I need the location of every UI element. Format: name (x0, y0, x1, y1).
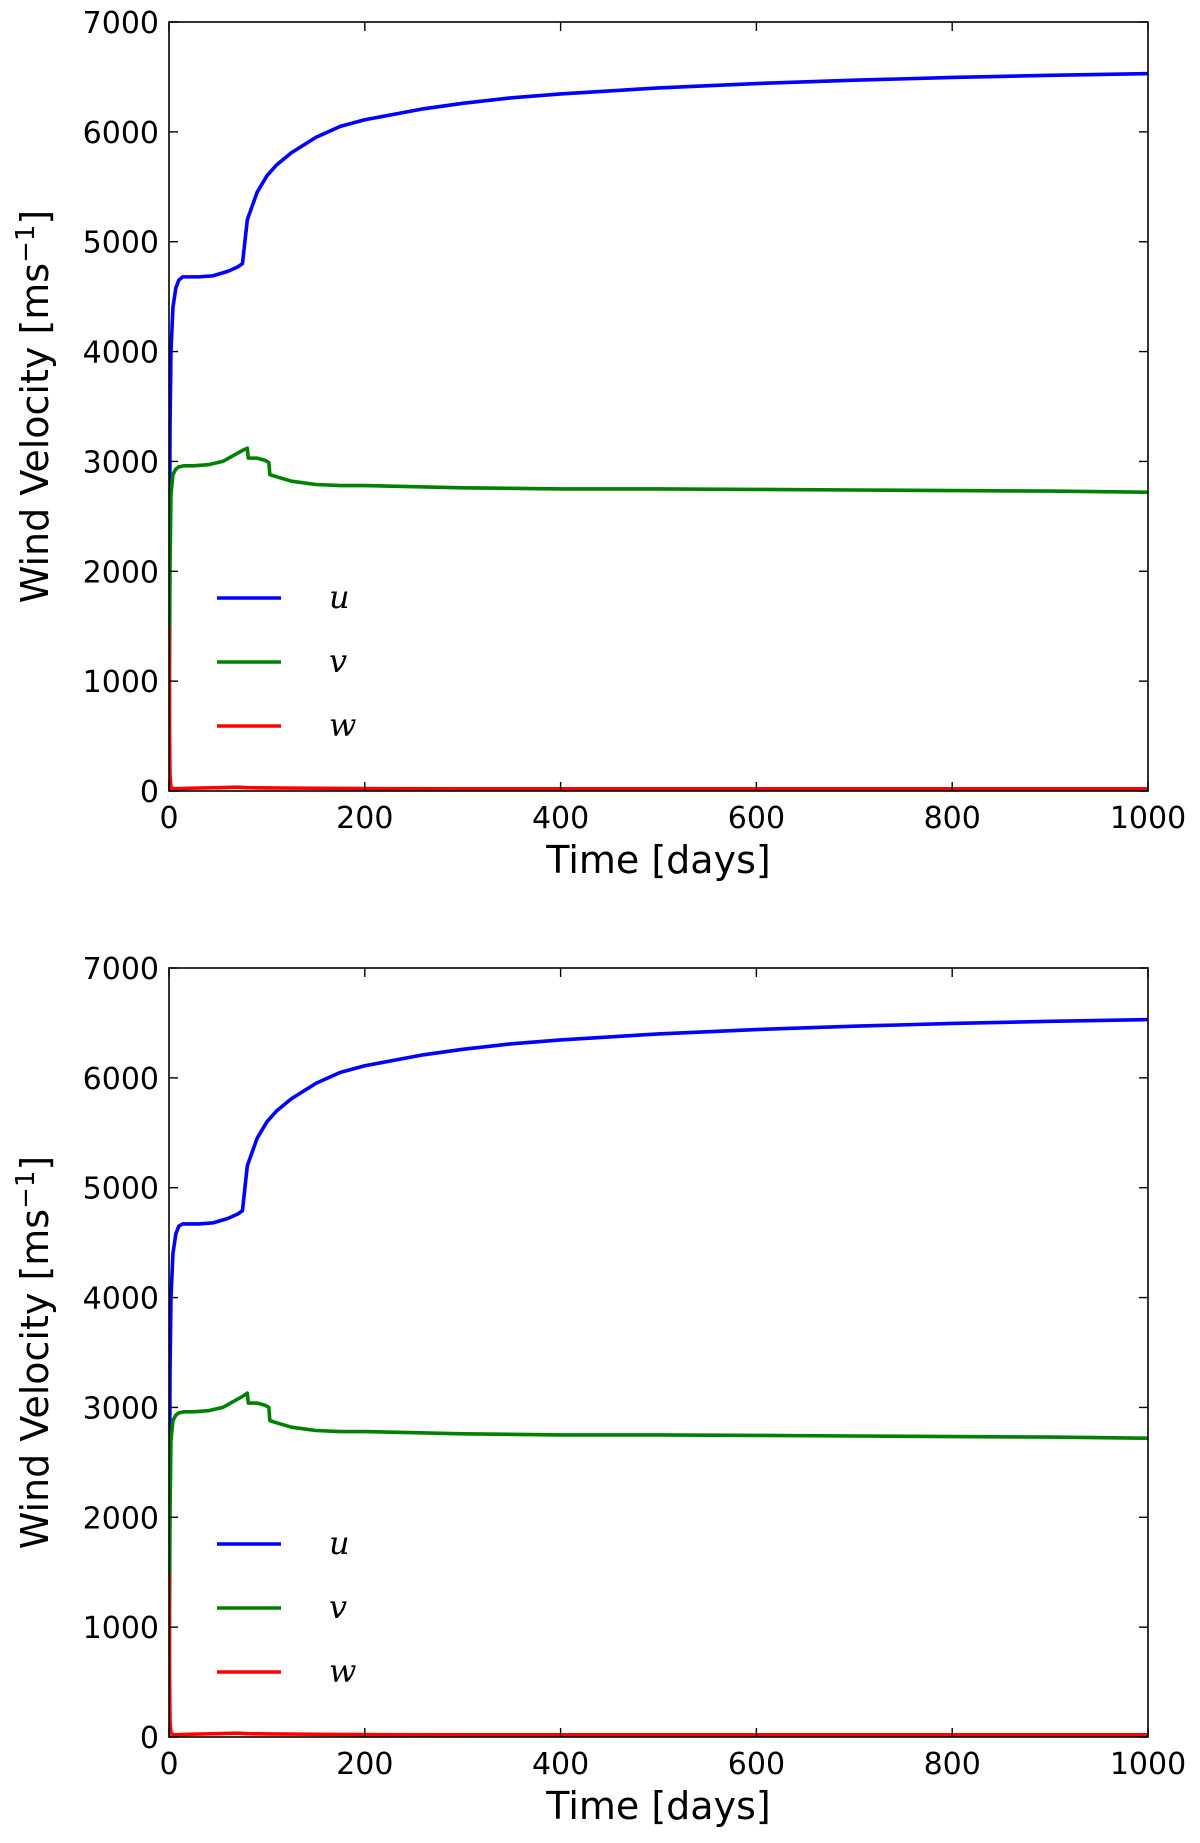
y-axis-title-close: ] (13, 1156, 57, 1171)
x-tick-label: 200 (336, 801, 393, 836)
chart-panel-top: 0 200 400 600 800 1000 0 1000 2000 3000 4000 5000 60… (11, 6, 1186, 882)
y-tick-label: 6000 (83, 1062, 159, 1097)
y-tick-label: 2000 (83, 555, 159, 590)
plot-frame (168, 21, 1149, 792)
legend-label-w: w (329, 1652, 356, 1690)
y-tick-label: 4000 (83, 1282, 159, 1317)
x-tick-label: 600 (728, 1747, 785, 1782)
x-tick-label: 0 (159, 1747, 178, 1782)
x-tick-label: 0 (159, 801, 178, 836)
x-tick-label: 1000 (1110, 1747, 1186, 1782)
legend-label-v: v (329, 642, 347, 680)
y-tick-label: 7000 (83, 6, 159, 41)
y-tick-label: 5000 (83, 1172, 159, 1207)
y-tick-label: 3000 (83, 1391, 159, 1426)
legend-label-v: v (329, 1588, 347, 1626)
plot-frame (168, 967, 1149, 1738)
x-tick-label: 800 (924, 1747, 981, 1782)
y-tick-label: 3000 (83, 445, 159, 480)
y-tick-label: 6000 (83, 116, 159, 151)
y-axis-title-close: ] (13, 210, 57, 225)
series-line-v (169, 1391, 1148, 1737)
legend: uvw (217, 1524, 356, 1690)
legend-label-u: u (329, 578, 350, 616)
x-tick-label: 800 (924, 801, 981, 836)
series-line-u (169, 71, 1148, 791)
x-tick-label: 600 (728, 801, 785, 836)
y-tick-label: 1000 (83, 665, 159, 700)
y-axis-title-main: Wind Velocity [ms (13, 1209, 57, 1549)
legend: uvw (217, 578, 356, 744)
x-tick-label: 200 (336, 1747, 393, 1782)
y-tick-label: 0 (140, 775, 159, 810)
y-tick-label: 7000 (83, 952, 159, 987)
y-tick-label: 5000 (83, 226, 159, 261)
series-line-v (169, 446, 1148, 791)
chart-panel-bottom: 0 200 400 600 800 1000 0 1000 2000 3000 4000 5000 60… (11, 952, 1186, 1828)
x-tick-label: 400 (532, 1747, 589, 1782)
x-tick-label: 1000 (1110, 801, 1186, 836)
y-axis-title-superscript: −1 (11, 225, 41, 263)
series-line-w (169, 626, 1148, 791)
series-line-u (169, 1017, 1148, 1737)
legend-label-w: w (329, 706, 356, 744)
y-axis-title-superscript: −1 (11, 1171, 41, 1209)
y-axis-title: Wind Velocity [ms−1] (11, 1156, 57, 1550)
y-axis-title: Wind Velocity [ms−1] (11, 210, 57, 604)
y-tick-label: 1000 (83, 1611, 159, 1646)
x-tick-label: 400 (532, 801, 589, 836)
y-tick-label: 2000 (83, 1501, 159, 1536)
y-tick-label: 4000 (83, 336, 159, 371)
x-axis-title: Time [days] (545, 1784, 770, 1828)
y-tick-label: 0 (140, 1721, 159, 1756)
y-axis-title-main: Wind Velocity [ms (13, 263, 57, 603)
series-line-w (169, 1572, 1148, 1737)
x-axis-title: Time [days] (545, 838, 770, 882)
legend-label-u: u (329, 1524, 350, 1562)
